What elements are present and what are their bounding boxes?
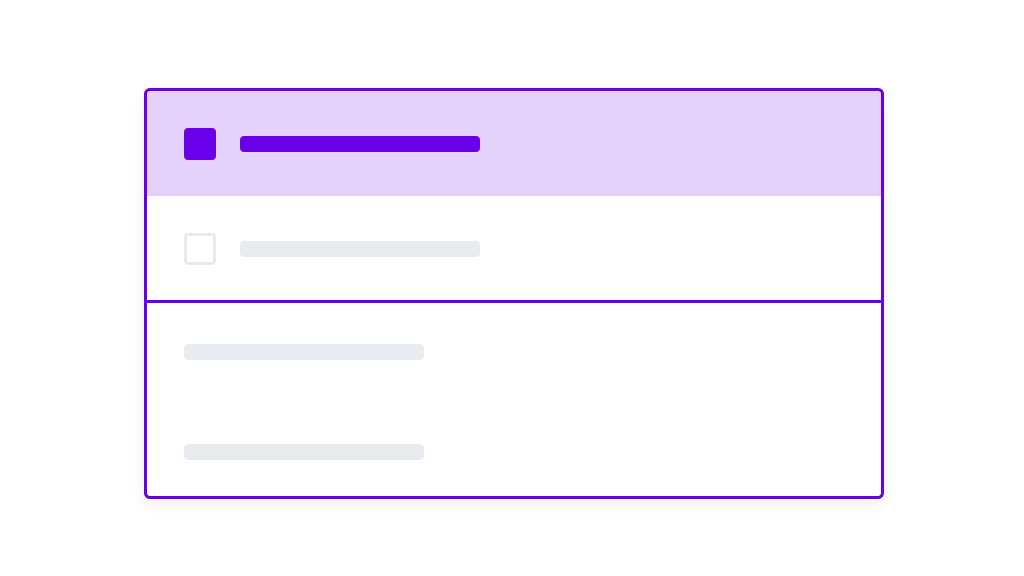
text-placeholder-bar [184,344,424,360]
checkbox-checked-icon[interactable] [184,128,216,160]
list-item[interactable] [147,196,881,300]
text-placeholder-bar [240,241,480,257]
list-card [144,88,884,499]
checkbox-unchecked-icon[interactable] [184,233,216,265]
text-placeholder-bar [240,136,480,152]
list-item-selected[interactable] [147,91,881,196]
section-divider [147,300,881,303]
text-placeholder-bar [184,444,424,460]
